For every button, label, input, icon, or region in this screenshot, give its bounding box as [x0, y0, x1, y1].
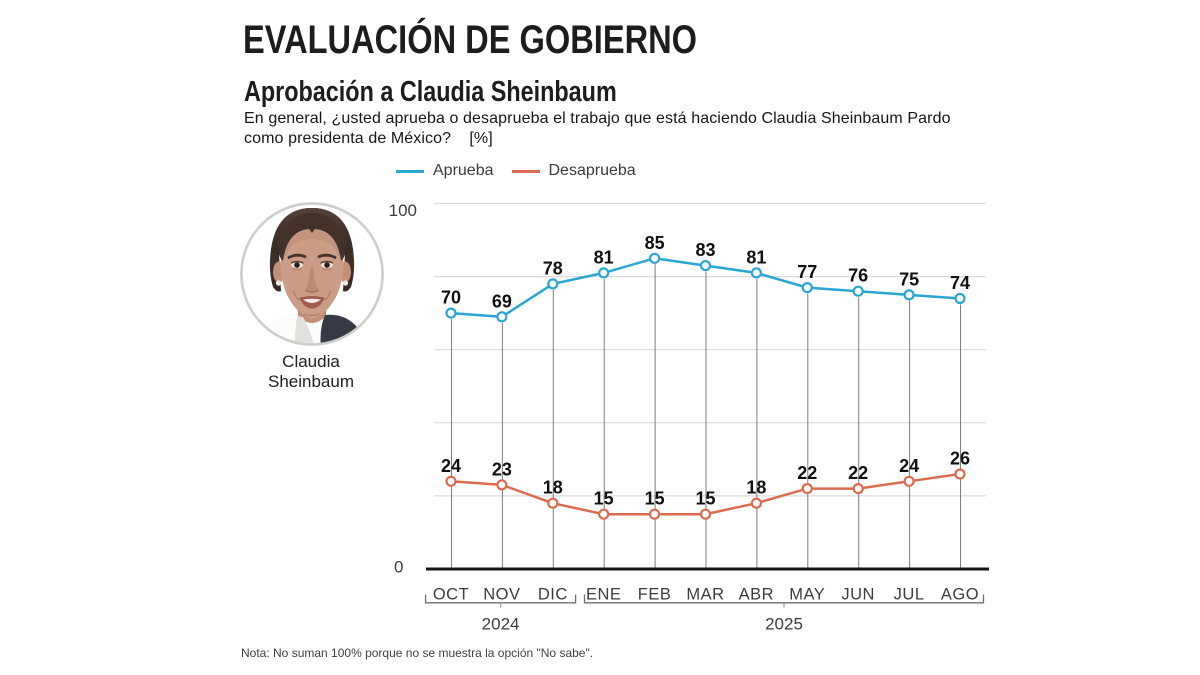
svg-text:76: 76: [848, 266, 868, 286]
svg-text:70: 70: [441, 288, 461, 308]
svg-text:81: 81: [746, 247, 766, 267]
svg-text:85: 85: [645, 233, 665, 253]
svg-text:24: 24: [441, 456, 461, 476]
svg-text:75: 75: [899, 269, 919, 289]
svg-text:ENE: ENE: [586, 586, 621, 604]
svg-text:MAR: MAR: [686, 586, 724, 604]
svg-text:69: 69: [492, 291, 512, 311]
svg-text:MAY: MAY: [789, 586, 825, 604]
svg-text:JUL: JUL: [894, 586, 925, 604]
svg-text:74: 74: [950, 273, 970, 293]
svg-text:23: 23: [492, 459, 512, 479]
svg-text:81: 81: [594, 247, 614, 267]
svg-text:2024: 2024: [482, 615, 520, 634]
svg-text:FEB: FEB: [638, 586, 672, 604]
svg-text:22: 22: [848, 463, 868, 483]
svg-text:AGO: AGO: [941, 586, 979, 604]
svg-text:JUN: JUN: [841, 586, 875, 604]
svg-text:18: 18: [543, 478, 563, 498]
svg-text:24: 24: [899, 456, 919, 476]
svg-text:78: 78: [543, 258, 563, 278]
svg-text:83: 83: [695, 240, 715, 260]
svg-text:OCT: OCT: [433, 586, 469, 604]
svg-text:26: 26: [950, 449, 970, 469]
svg-text:ABR: ABR: [739, 586, 774, 604]
svg-text:15: 15: [645, 489, 665, 509]
svg-text:18: 18: [746, 478, 766, 498]
svg-text:15: 15: [695, 489, 715, 509]
svg-text:77: 77: [797, 262, 817, 282]
svg-text:100: 100: [389, 201, 417, 220]
svg-text:15: 15: [594, 489, 614, 509]
svg-text:NOV: NOV: [483, 586, 520, 604]
svg-text:22: 22: [797, 463, 817, 483]
svg-text:DIC: DIC: [538, 586, 568, 604]
svg-text:0: 0: [394, 558, 403, 577]
svg-text:2025: 2025: [765, 615, 803, 634]
